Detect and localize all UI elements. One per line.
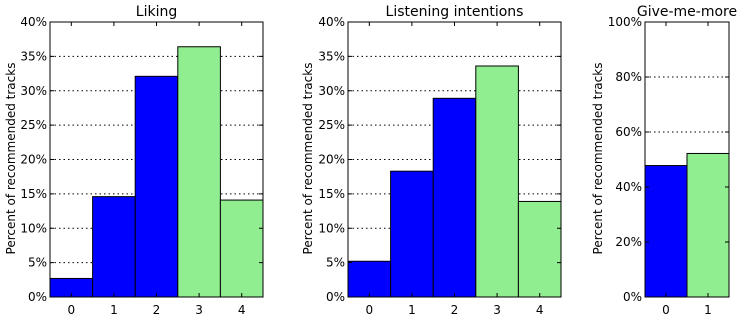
- x-tick-label: 0: [67, 303, 75, 317]
- x-tick-label: 3: [195, 303, 203, 317]
- y-axis-label: Percent of recommended tracks: [591, 63, 605, 255]
- y-tick-label: 35%: [318, 49, 345, 63]
- y-axis-label: Percent of recommended tracks: [4, 63, 18, 255]
- x-tick-label: 1: [110, 303, 118, 317]
- y-tick-label: 40%: [318, 15, 345, 29]
- x-tick-label: 1: [704, 303, 712, 317]
- x-tick-label: 2: [153, 303, 161, 317]
- bar-3: [177, 46, 221, 298]
- y-tick-label: 25%: [20, 118, 47, 132]
- y-tick-label: 10%: [20, 221, 47, 235]
- y-tick-label: 20%: [318, 153, 345, 167]
- y-tick-label: 25%: [318, 118, 345, 132]
- y-tick-label: 5%: [28, 256, 47, 270]
- y-axis-label: Percent of recommended tracks: [301, 63, 315, 255]
- x-tick-label: 2: [451, 303, 459, 317]
- x-tick-label: 3: [493, 303, 501, 317]
- y-tick-label: 0%: [623, 290, 642, 304]
- y-tick-label: 20%: [20, 153, 47, 167]
- x-tick-label: 1: [408, 303, 416, 317]
- x-tick-label: 0: [365, 303, 373, 317]
- y-tick-label: 80%: [615, 70, 642, 84]
- bar-3: [475, 65, 519, 298]
- chart-title: Liking: [136, 4, 177, 20]
- chart-listening-intentions: Listening intentions Percent of recommen…: [301, 4, 562, 317]
- y-tick-label: 10%: [318, 221, 345, 235]
- bar-1: [686, 152, 730, 298]
- y-tick-label: 60%: [615, 125, 642, 139]
- y-tick-label: 100%: [608, 15, 642, 29]
- chart-give-me-more: Give-me-more Percent of recommended trac…: [591, 4, 737, 317]
- y-tick-label: 20%: [615, 235, 642, 249]
- y-tick-label: 15%: [20, 187, 47, 201]
- chart-title: Listening intentions: [386, 4, 524, 20]
- x-tick-label: 0: [662, 303, 670, 317]
- y-tick-label: 5%: [326, 256, 345, 270]
- bar-0: [644, 165, 688, 298]
- y-tick-label: 30%: [20, 84, 47, 98]
- y-tick-label: 30%: [318, 84, 345, 98]
- chart-title: Give-me-more: [637, 4, 737, 20]
- y-tick-label: 0%: [28, 290, 47, 304]
- y-tick-label: 40%: [615, 180, 642, 194]
- y-tick-label: 35%: [20, 49, 47, 63]
- bar-2: [134, 75, 179, 298]
- plot-frame: [644, 21, 730, 298]
- y-tick-label: 15%: [318, 187, 345, 201]
- x-tick-label: 4: [536, 303, 544, 317]
- bar-4: [219, 199, 264, 298]
- chart-liking: Liking Percent of recommended tracks 0% 5…: [4, 4, 264, 317]
- y-tick-label: 0%: [326, 290, 345, 304]
- bar-1: [92, 196, 136, 298]
- bar-2: [432, 97, 477, 298]
- bar-4: [517, 200, 562, 298]
- bar-0: [347, 260, 392, 298]
- y-tick-label: 40%: [20, 15, 47, 29]
- x-tick-label: 4: [238, 303, 246, 317]
- bar-1: [390, 170, 434, 298]
